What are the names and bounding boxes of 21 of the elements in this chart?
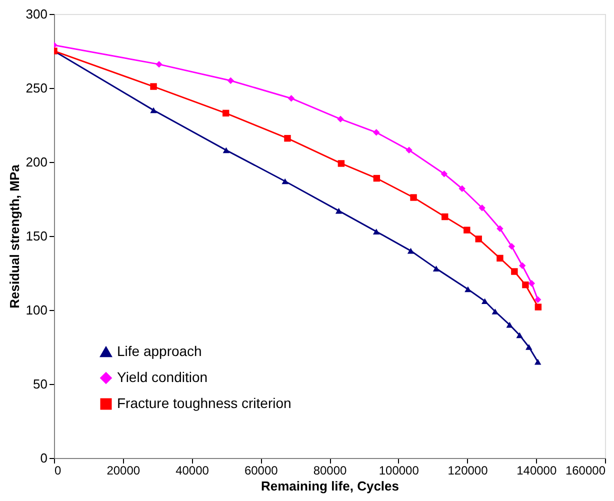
y-tick-label: 100 bbox=[26, 302, 48, 318]
y-tick-label: 150 bbox=[26, 228, 48, 244]
x-tick-label: 160000 bbox=[565, 464, 606, 478]
x-tick-label: 0 bbox=[54, 464, 62, 478]
y-tick-label: 300 bbox=[26, 6, 48, 22]
legend-label: Fracture toughness criterion bbox=[117, 395, 292, 411]
x-tick-label: 40000 bbox=[176, 464, 210, 478]
x-tick-label: 20000 bbox=[106, 464, 140, 478]
x-tick-label: 80000 bbox=[313, 464, 348, 478]
legend-label: Yield condition bbox=[117, 369, 208, 385]
y-tick-label: 250 bbox=[26, 80, 48, 96]
y-axis-title: Residual strength, MPa bbox=[6, 164, 22, 308]
x-axis-title: Remaining life, Cycles bbox=[261, 478, 399, 494]
y-tick-label: 200 bbox=[26, 154, 48, 170]
y-tick-label: 50 bbox=[33, 376, 48, 392]
x-tick-label: 60000 bbox=[244, 464, 278, 478]
y-tick-label: 0 bbox=[40, 450, 48, 466]
x-tick-label: 140000 bbox=[516, 464, 557, 478]
x-tick-label: 100000 bbox=[378, 464, 420, 478]
legend-label: Life approach bbox=[117, 343, 202, 359]
x-tick-label: 120000 bbox=[448, 464, 488, 478]
